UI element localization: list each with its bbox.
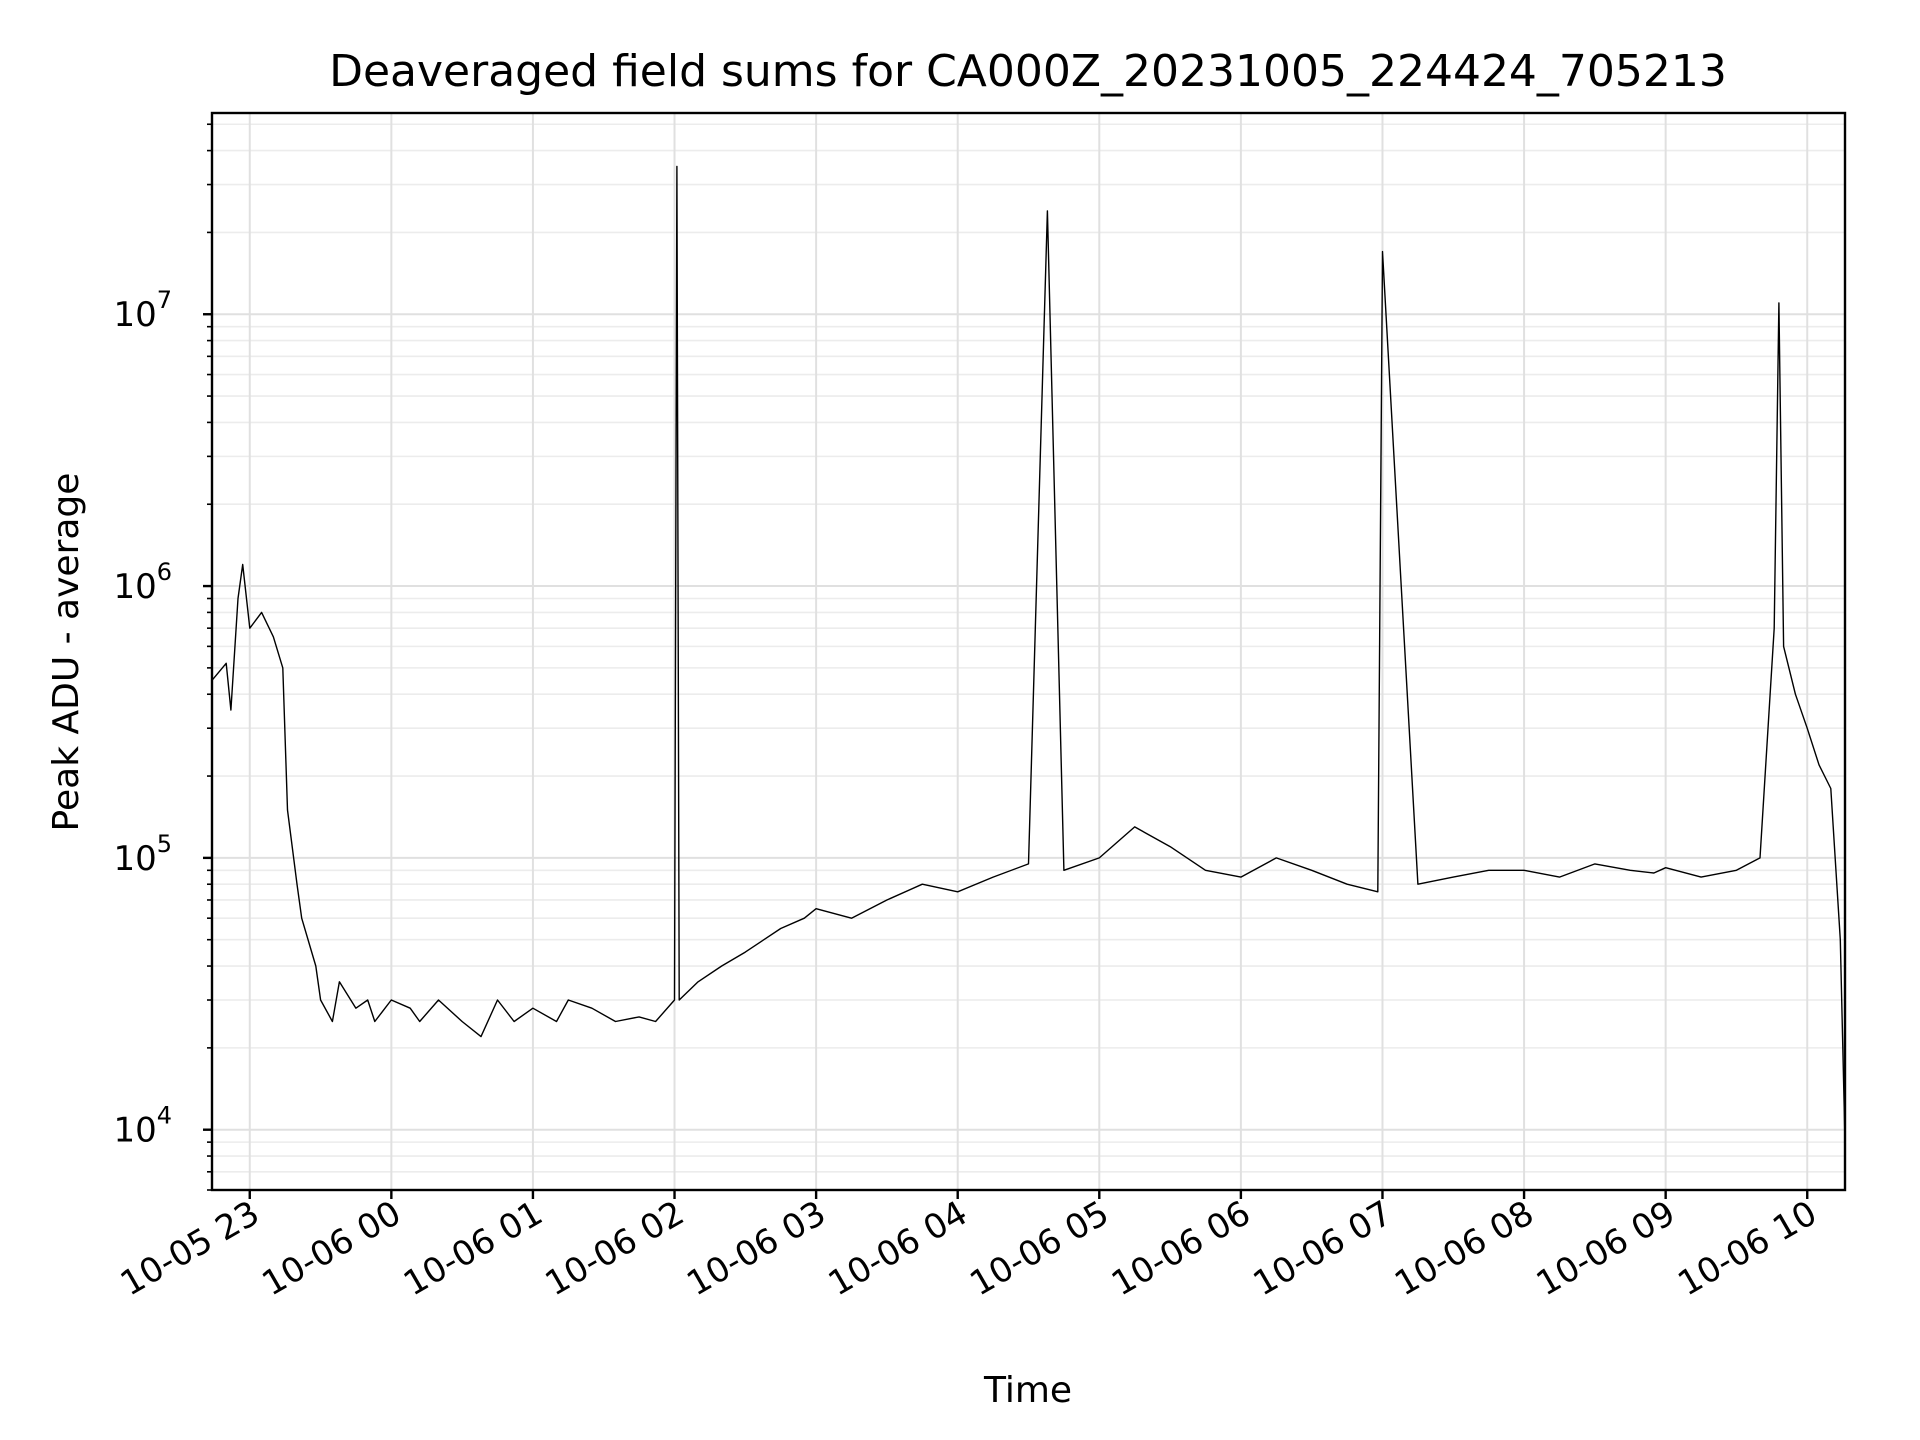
y-tick-label: 106 [113, 558, 172, 607]
y-axis-ticks: 104 105 106 107 [113, 123, 212, 1191]
plot-frame [210, 111, 1847, 1192]
y-axis-label: Peak ADU - average [46, 473, 87, 832]
grid [212, 113, 1845, 1191]
y-tick-label: 104 [113, 1102, 172, 1151]
x-axis-label: Time [983, 1370, 1072, 1411]
chart-title: Deaveraged field sums for CA000Z_2023100… [329, 46, 1727, 97]
series-line [211, 165, 1846, 1143]
y-tick-label: 107 [113, 286, 172, 335]
y-tick-label: 105 [113, 830, 172, 879]
